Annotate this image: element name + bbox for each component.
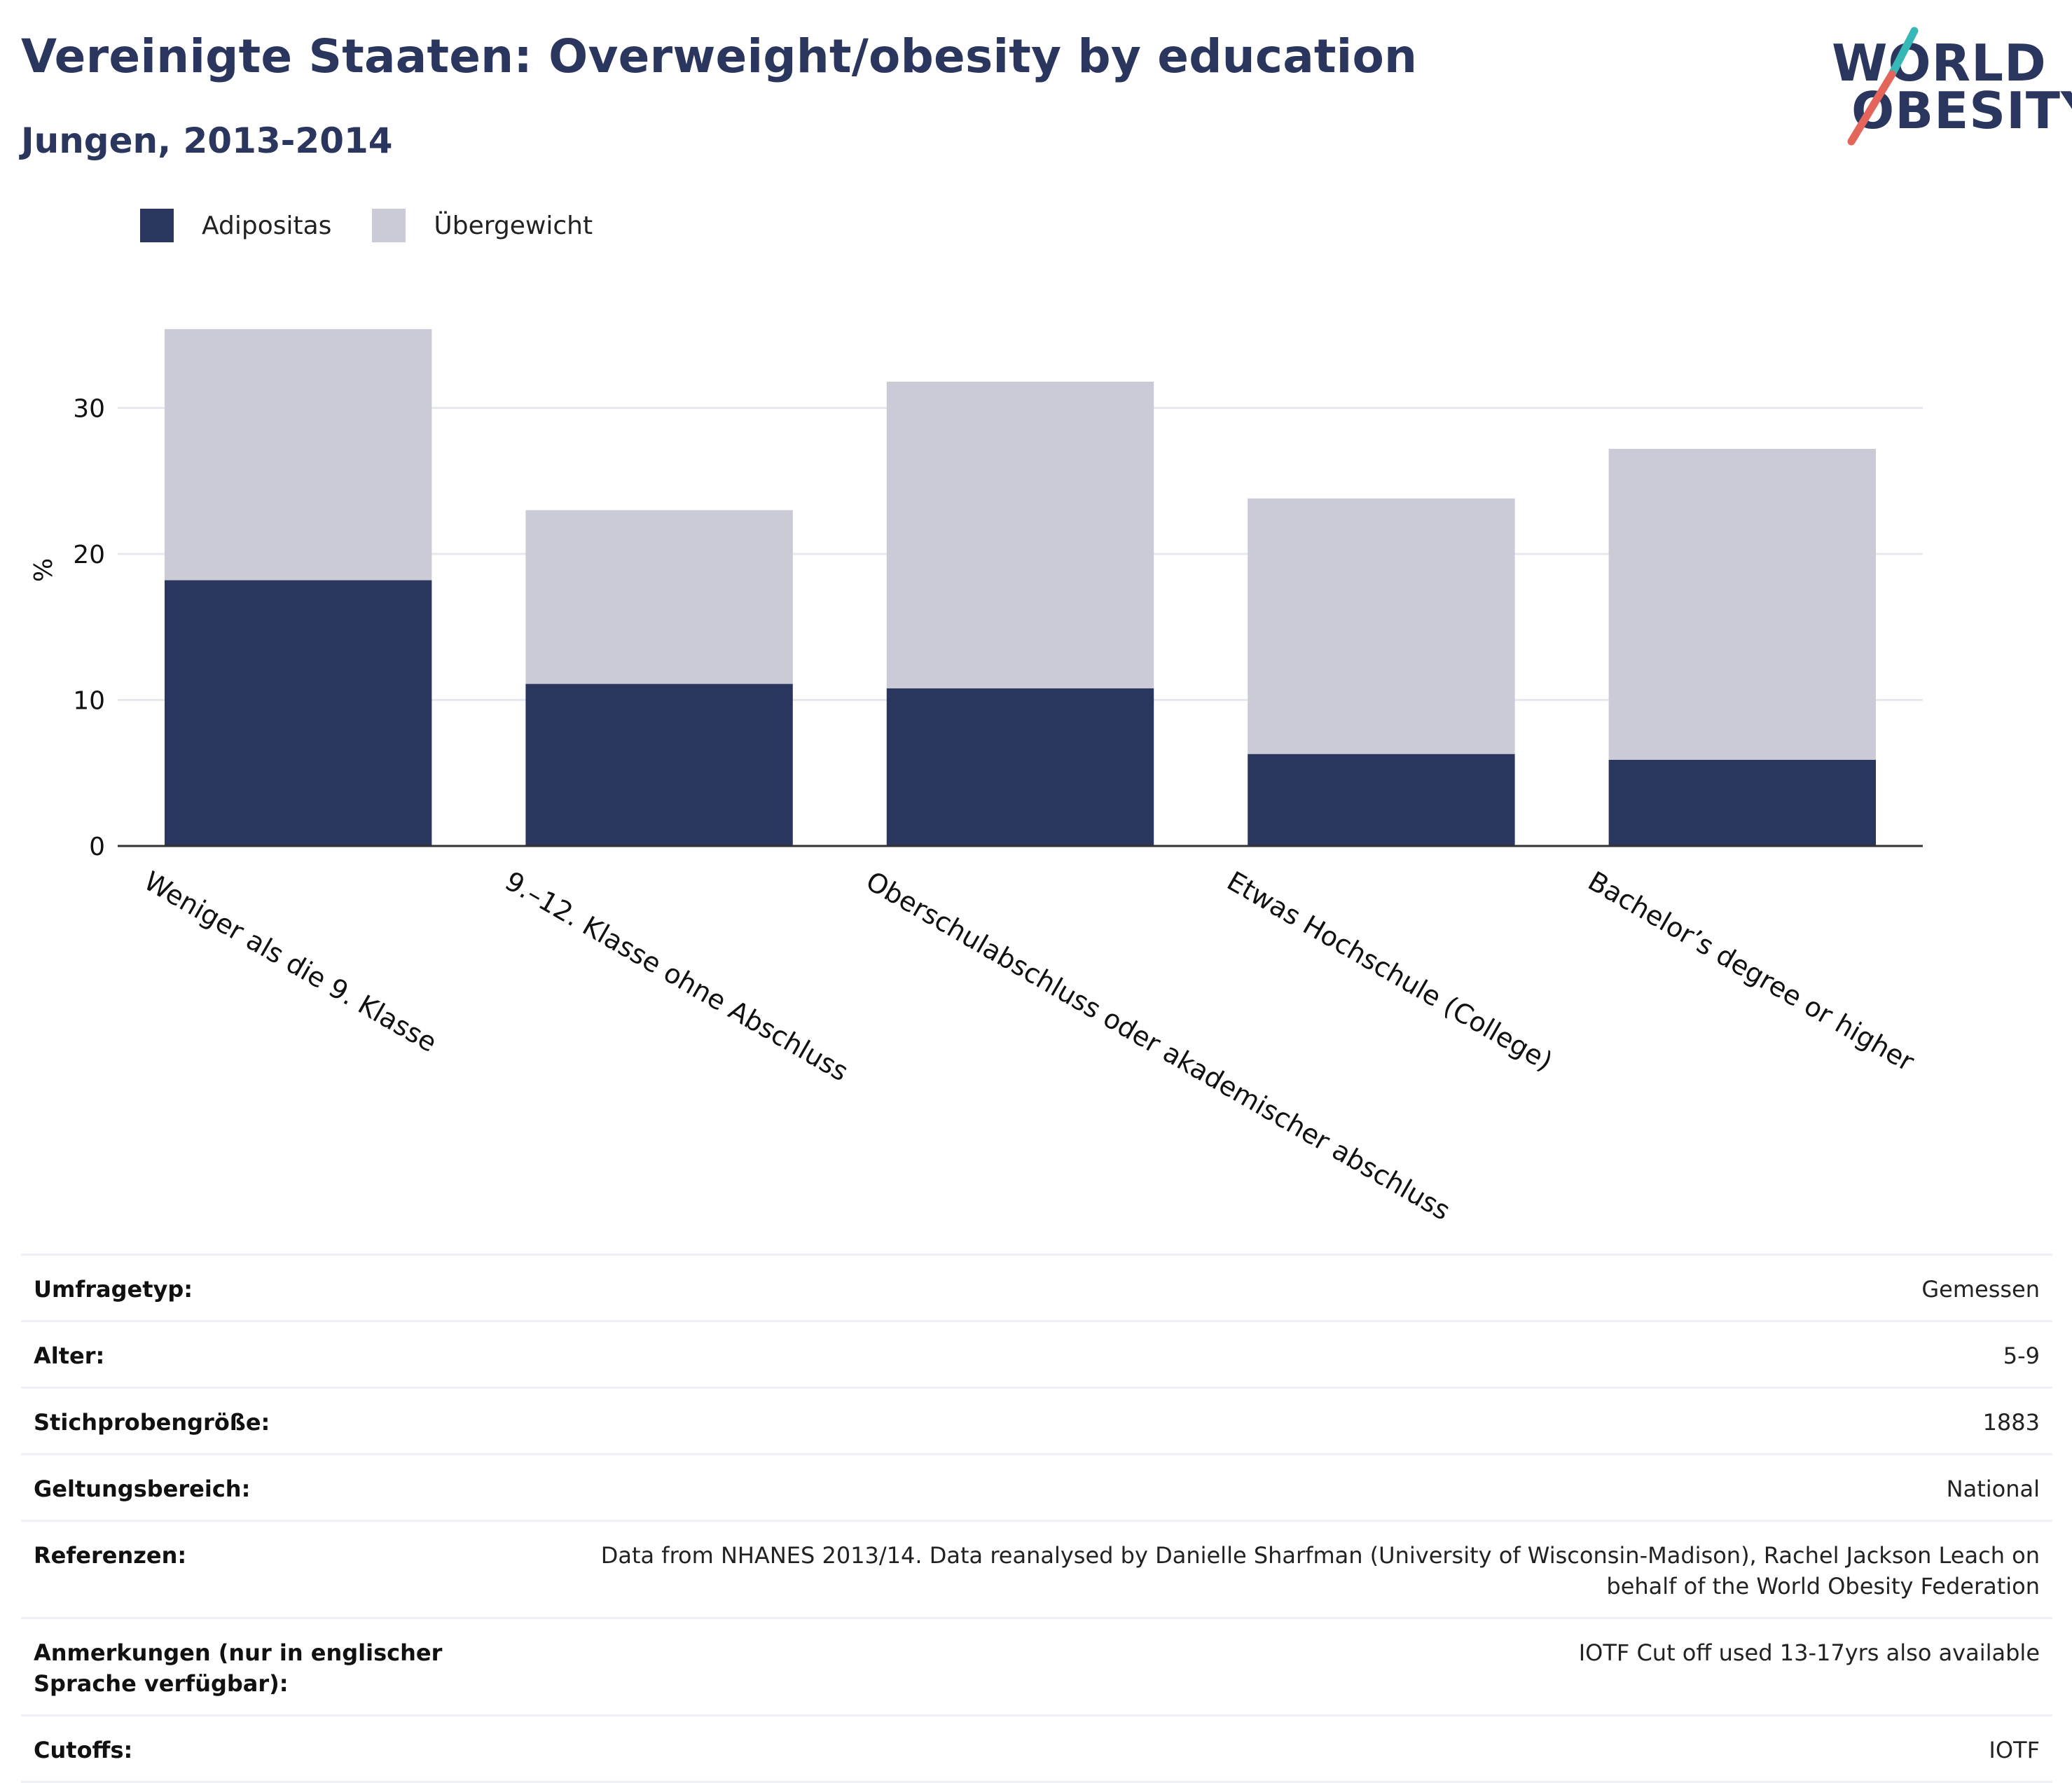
bar-overweight-4[interactable]: [1608, 448, 1876, 760]
info-value: National: [1946, 1476, 2040, 1502]
info-row-sample-size: Stichprobengröße: 1883: [21, 1387, 2052, 1453]
info-row-cutoffs: Cutoffs: IOTF: [21, 1714, 2052, 1783]
info-value: Gemessen: [1921, 1276, 2040, 1303]
info-row-coverage: Geltungsbereich: National: [21, 1453, 2052, 1520]
legend-swatch-obesity: [140, 209, 174, 242]
info-label: Referenzen:: [34, 1542, 187, 1569]
y-axis-label: %: [29, 558, 58, 582]
info-value: Data from NHANES 2013/14. Data reanalyse…: [600, 1542, 2040, 1600]
y-tick-label: 20: [73, 541, 105, 569]
world-obesity-logo[interactable]: WORLD OBESITY: [1832, 21, 2072, 147]
x-tick-label: Bachelor’s degree or higher: [1583, 866, 1920, 1078]
info-value: 5-9: [2003, 1343, 2040, 1369]
bar-obesity-4[interactable]: [1608, 759, 1876, 846]
y-tick-label: 10: [73, 687, 105, 716]
info-label: Geltungsbereich:: [34, 1476, 251, 1502]
legend-item-obesity[interactable]: Adipositas: [140, 209, 331, 242]
legend-item-overweight[interactable]: Übergewicht: [372, 209, 593, 242]
legend-swatch-overweight: [372, 209, 406, 242]
y-tick-label: 30: [73, 395, 105, 424]
axes: 0 10 20 30%: [29, 395, 1923, 861]
bar-obesity-2[interactable]: [886, 688, 1154, 846]
chart-subtitle: Jungen, 2013-2014: [21, 120, 393, 161]
bar-overweight-0[interactable]: [165, 328, 432, 581]
info-value: 1883: [1982, 1409, 2040, 1436]
logo-slash-icon: [1847, 27, 1919, 146]
info-label: Alter:: [34, 1343, 105, 1369]
logo-word-world: WORLD: [1832, 34, 2047, 92]
info-label: Stichprobengröße:: [34, 1409, 270, 1436]
info-row-notes: Anmerkungen (nur in englischer Sprache v…: [21, 1617, 2052, 1714]
info-label: Cutoffs:: [34, 1737, 133, 1763]
x-tick-labels: Weniger als die 9. Klasse 9.–12. Klasse o…: [139, 866, 1919, 1219]
logo-word-obesity: OBESITY: [1851, 81, 2072, 140]
legend-label-overweight: Übergewicht: [434, 211, 593, 240]
x-tick-label: Weniger als die 9. Klasse: [139, 866, 442, 1058]
info-value: IOTF: [1989, 1737, 2040, 1763]
legend-label-obesity: Adipositas: [202, 211, 332, 240]
bar-obesity-0[interactable]: [165, 580, 432, 846]
bar-obesity-3[interactable]: [1248, 754, 1515, 846]
bar-overweight-1[interactable]: [525, 510, 793, 684]
chart-title: Vereinigte Staaten: Overweight/obesity b…: [21, 29, 1418, 83]
stacked-bar-chart: 0 10 20 30% Weniger als die 9. Klasse 9.–12.…: [29, 328, 1923, 1219]
bar-obesity-1[interactable]: [525, 684, 793, 846]
x-tick-label: Etwas Hochschule (College): [1222, 866, 1557, 1077]
x-tick-label: 9.–12. Klasse ohne Abschluss: [500, 866, 854, 1088]
y-tick-label: 0: [89, 833, 105, 861]
bar-overweight-2[interactable]: [886, 381, 1154, 688]
info-table: Umfragetyp: Gemessen Alter: 5-9 Stichpro…: [21, 1254, 2052, 1783]
info-row-survey-type: Umfragetyp: Gemessen: [21, 1254, 2052, 1320]
chart-legend: Adipositas Übergewicht: [140, 207, 633, 244]
bar-overweight-3[interactable]: [1248, 498, 1515, 754]
info-row-age: Alter: 5-9: [21, 1320, 2052, 1387]
info-label: Umfragetyp:: [34, 1276, 193, 1303]
info-label: Anmerkungen (nur in englischer Sprache v…: [34, 1639, 443, 1697]
info-row-references: Referenzen: Data from NHANES 2013/14. Da…: [21, 1520, 2052, 1617]
x-tick-label: Oberschulabschluss oder akademischer abs…: [861, 866, 1456, 1219]
bars: [165, 328, 1876, 846]
info-value: IOTF Cut off used 13-17yrs also availabl…: [1578, 1639, 2040, 1666]
